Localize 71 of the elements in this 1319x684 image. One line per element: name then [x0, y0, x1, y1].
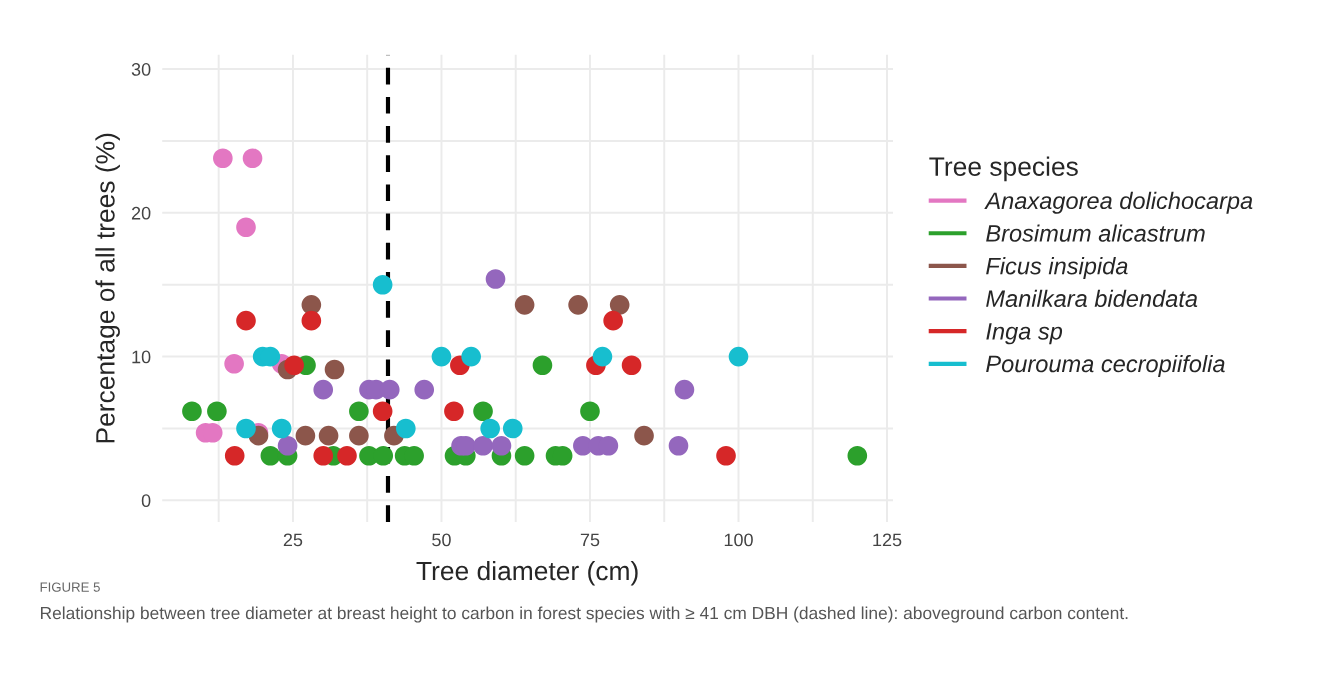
- x-tick-label: 100: [724, 533, 753, 547]
- point: [318, 425, 339, 446]
- x-axis-title: Tree diameter (cm): [416, 560, 638, 586]
- x-tick-label: 50: [432, 533, 451, 547]
- point: [491, 435, 512, 456]
- point: [716, 445, 736, 466]
- point: [461, 346, 481, 367]
- point: [236, 310, 256, 331]
- point: [395, 418, 416, 439]
- point: [621, 355, 642, 376]
- point: [349, 425, 369, 446]
- point: [213, 148, 233, 169]
- point: [473, 401, 493, 422]
- y-axis-title: Percentage of all trees (%): [95, 133, 120, 443]
- x-tick-label: 75: [580, 533, 600, 547]
- point: [473, 435, 493, 456]
- caption: FIGURE 5: [40, 582, 100, 592]
- point: [485, 269, 506, 289]
- point: [324, 359, 345, 380]
- point: [414, 379, 435, 400]
- point: [313, 379, 334, 400]
- point: [236, 418, 256, 439]
- point: [236, 217, 256, 238]
- y-tick-label: 30: [131, 63, 151, 76]
- point: [668, 435, 689, 456]
- point: [674, 379, 695, 400]
- y-tick-label: 20: [131, 206, 151, 220]
- y-tick-label: 10: [132, 350, 151, 364]
- point: [277, 435, 298, 456]
- point: [480, 418, 500, 439]
- point: [502, 418, 523, 439]
- legend-label: Ficus insipida: [986, 257, 1128, 280]
- point: [372, 401, 393, 422]
- point: [514, 295, 535, 315]
- point: [372, 274, 393, 295]
- x-tick-label: 125: [873, 533, 902, 547]
- point: [301, 310, 322, 331]
- legend-label: Pourouma cecropiifolia: [986, 354, 1225, 377]
- point: [580, 401, 600, 422]
- point: [271, 418, 292, 439]
- point: [313, 445, 334, 466]
- legend-label: Brosimum alicastrum: [986, 224, 1205, 242]
- point: [609, 295, 630, 315]
- legend-label: Anaxagorea dolichocarpa: [984, 191, 1253, 214]
- point: [242, 148, 263, 169]
- point: [847, 445, 868, 466]
- point: [532, 355, 553, 376]
- point: [444, 401, 464, 422]
- point: [514, 445, 535, 466]
- legend-label: Inga sp: [986, 323, 1063, 345]
- point: [182, 401, 202, 422]
- point: [295, 425, 316, 446]
- point: [431, 346, 452, 367]
- text: Relationship between tree diameter at breast height to carbon in forest species with ≥ 41 cm DBH (dashed line): aboveground carbon content.: [40, 606, 1128, 623]
- y-tick-label: 0: [141, 494, 151, 508]
- x-tick-label: 25: [283, 533, 303, 547]
- legend-label: Manilkara bidendata: [986, 289, 1198, 308]
- point: [373, 445, 394, 466]
- point: [592, 346, 613, 367]
- point: [603, 310, 623, 331]
- point: [260, 445, 281, 466]
- point: [224, 353, 244, 374]
- point: [568, 295, 588, 315]
- point: [224, 445, 245, 466]
- point: [634, 425, 654, 446]
- point: [337, 445, 357, 466]
- point: [349, 401, 369, 422]
- point: [207, 401, 227, 422]
- legend-title: Tree species: [929, 156, 1078, 182]
- point: [728, 346, 749, 367]
- point: [284, 355, 304, 376]
